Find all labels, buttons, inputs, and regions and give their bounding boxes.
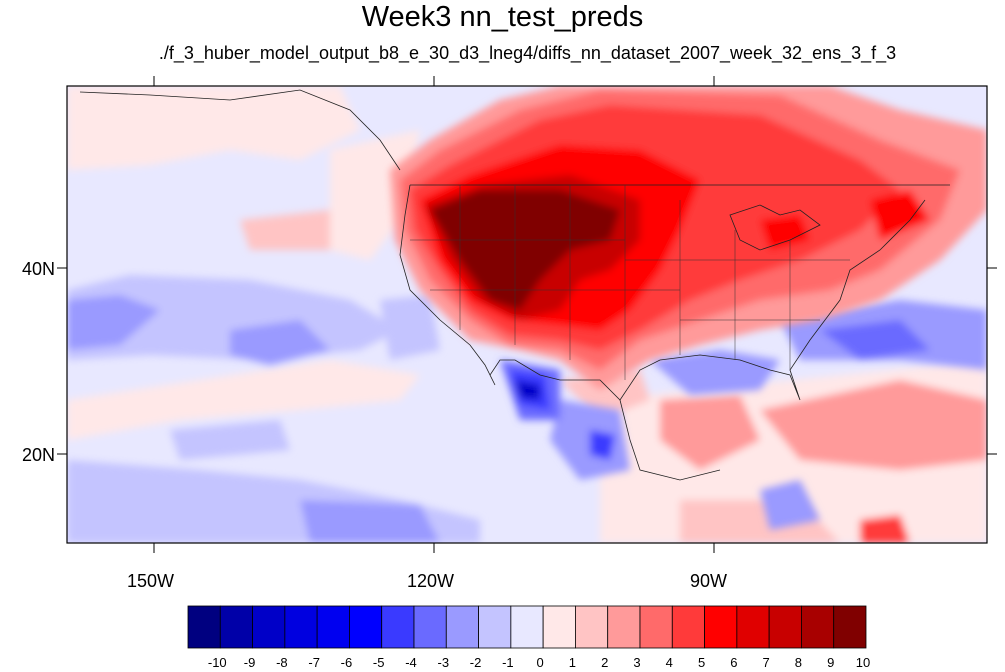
colorbar-swatch [478,605,512,649]
colorbar-tick-label: -2 [469,655,482,670]
colorbar-tick-label: 5 [697,655,706,670]
coastlines [79,89,950,481]
colorbar-swatch [284,605,318,649]
y-tick-label-20n: 20N [22,445,56,465]
colorbar-tick-label: -9 [243,655,256,670]
cool-regions [67,275,987,543]
colorbar-swatch [575,605,609,649]
colorbar-tick-label: 8 [794,655,803,670]
colorbar-swatch [381,605,415,649]
colorbar-tick-label: -8 [276,655,288,670]
axis-ticks [57,76,997,553]
map-title: Week3 nn_test_preds [361,1,644,33]
colorbar-tick-label: 7 [762,655,770,670]
colorbar-swatch [607,605,641,649]
colorbar-tick-label: 10 [855,655,871,670]
x-tick-label-90w: 90W [690,571,728,591]
colorbar-tick-label: 6 [730,655,738,670]
warm-anomaly-core [390,86,987,390]
colorbar-swatch [187,605,221,649]
colorbar-swatch [704,605,738,649]
state-boundaries [410,185,850,380]
map-subtitle: ./f_3_huber_model_output_b8_e_30_d3_lneg… [158,43,897,63]
colorbar-tick-label: 4 [665,655,673,670]
colorbar-swatch [413,605,447,649]
colorbar-swatch [252,605,286,649]
colorbar-swatch [542,605,576,649]
colorbar [187,605,867,649]
y-tick-label-40n: 40N [22,259,56,279]
colorbar-tick-label: -5 [372,655,385,670]
colorbar-swatch [445,605,479,649]
colorbar-swatch [349,605,383,649]
plot-frame [66,85,988,544]
colorbar-tick-label: 1 [568,655,577,670]
colorbar-tick-label: -4 [405,655,417,670]
x-tick-label-120w: 120W [407,571,455,591]
colorbar-tick-label: -1 [502,655,514,670]
colorbar-tick-label: 0 [536,655,544,670]
colorbar-tick-label: -6 [340,655,353,670]
colorbar-tick-label: 3 [633,655,641,670]
colorbar-swatch [768,605,802,649]
colorbar-tick-label: 9 [827,655,835,670]
colorbar-tick-label: -3 [437,655,450,670]
colorbar-swatch [736,605,770,649]
x-tick-label-150w: 150W [127,571,175,591]
colorbar-swatch [801,605,835,649]
colorbar-swatch [671,605,705,649]
colorbar-swatch [219,605,253,649]
colorbar-swatch [316,605,350,649]
colorbar-swatch [639,605,673,649]
light-warm-regions [67,86,987,543]
colorbar-tick-label: 2 [601,655,609,670]
colorbar-tick-label: -7 [308,655,320,670]
plot-area [67,86,987,543]
colorbar-swatch [510,605,544,649]
colorbar-tick-label: -10 [207,655,227,670]
colorbar-swatch [833,605,867,649]
